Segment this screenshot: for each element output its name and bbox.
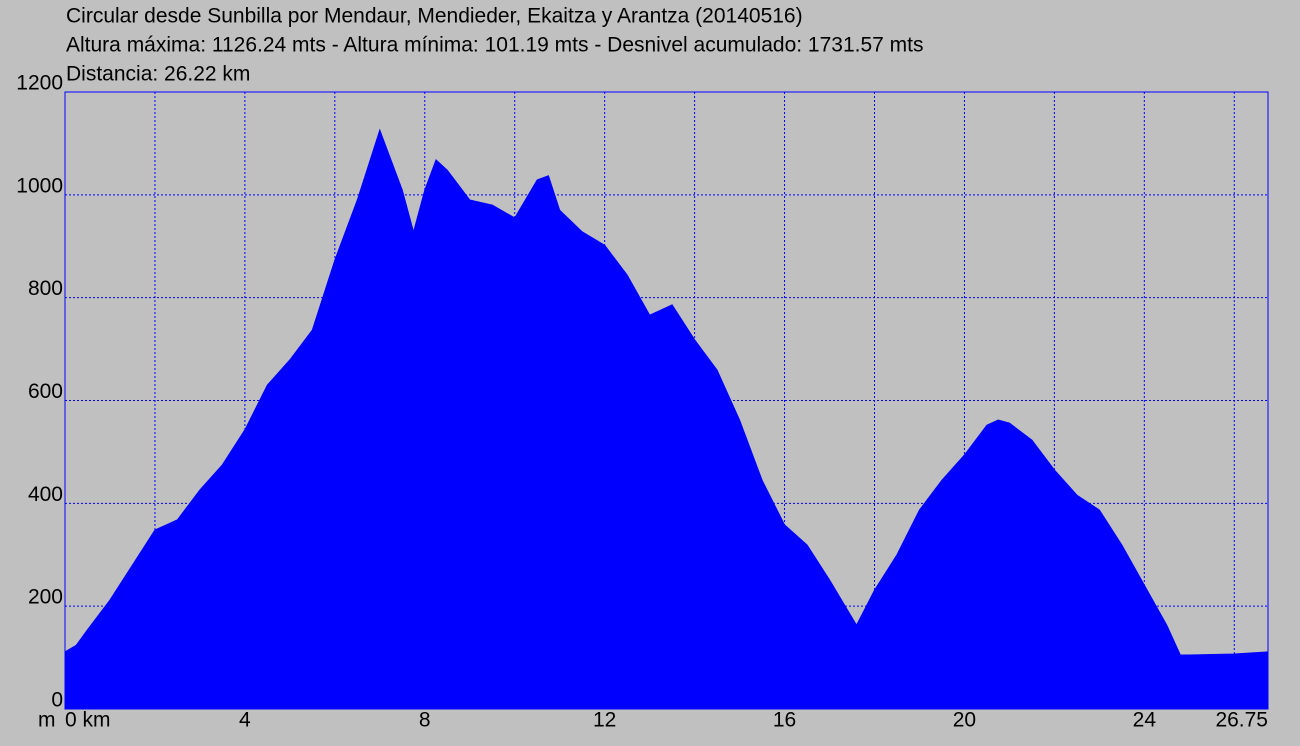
y-tick-label: 400 [28, 483, 63, 506]
x-tick-label: 12 [593, 709, 616, 732]
chart-title: Circular desde Sunbilla por Mendaur, Men… [66, 5, 803, 28]
y-tick-label: 800 [28, 277, 63, 300]
y-tick-label: 200 [28, 586, 63, 609]
y-tick-label: 1200 [16, 72, 63, 95]
x-tick-label: 4 [239, 709, 251, 732]
x-tick-label: 26.75 [1215, 709, 1268, 732]
y-tick-label: 600 [28, 380, 63, 403]
plot-border [64, 91, 1269, 710]
y-axis-label: m [38, 709, 56, 732]
x-tick-label: 0 km [65, 709, 111, 732]
chart-subtitle: Distancia: 26.22 km [66, 63, 250, 86]
y-tick-label: 0 [51, 689, 63, 712]
x-tick-label: 20 [953, 709, 976, 732]
x-tick-label: 8 [419, 709, 431, 732]
chart-subtitle: Altura máxima: 1126.24 mts - Altura míni… [66, 34, 924, 57]
x-tick-label: 16 [773, 709, 796, 732]
y-tick-label: 1000 [16, 174, 63, 197]
elevation-area [64, 128, 1269, 710]
x-tick-label: 24 [1133, 709, 1157, 732]
